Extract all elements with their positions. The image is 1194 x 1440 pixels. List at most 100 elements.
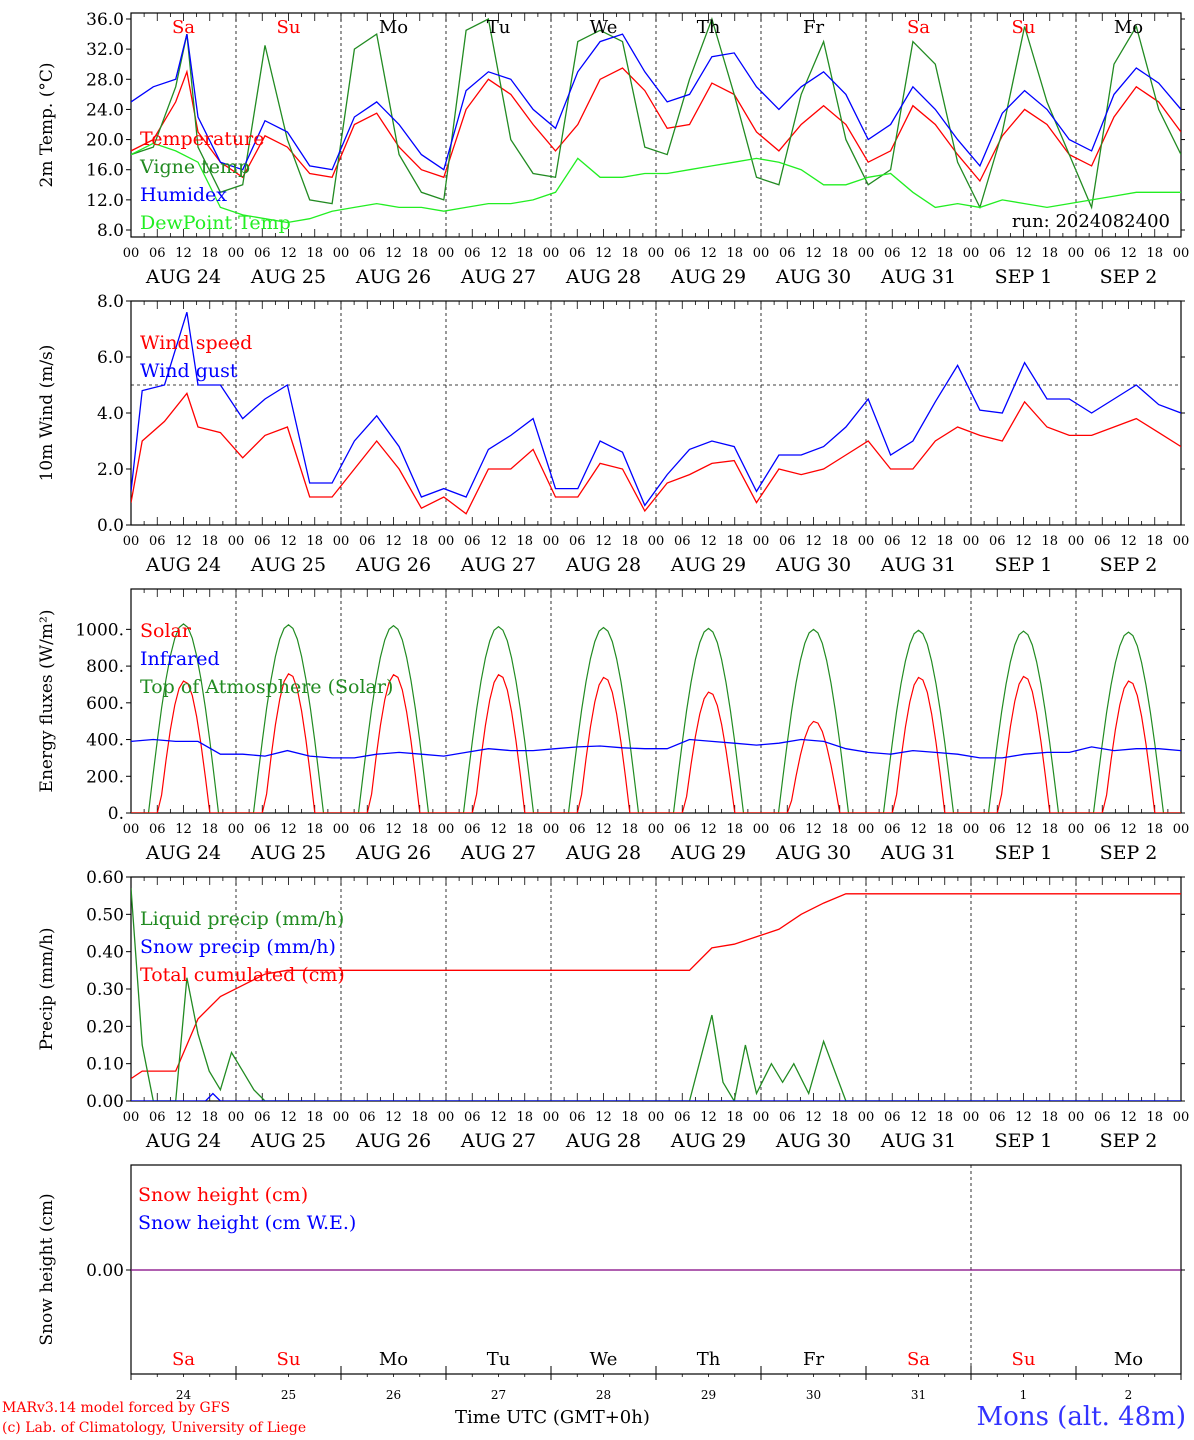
hour-tick-label: 12 bbox=[1120, 1110, 1137, 1125]
hour-tick-label: 00 bbox=[648, 1110, 665, 1125]
hour-tick-label: 00 bbox=[963, 534, 980, 549]
day-name-label: Su bbox=[277, 1349, 301, 1370]
y-tick-label: 200. bbox=[86, 767, 124, 787]
date-label: AUG 24 bbox=[145, 554, 221, 576]
hour-tick-label: 00 bbox=[438, 1110, 455, 1125]
y-tick-label: 24.0 bbox=[86, 100, 124, 120]
hour-tick-label: 06 bbox=[989, 822, 1006, 837]
hour-tick-label: 06 bbox=[359, 822, 376, 837]
hour-tick-label: 12 bbox=[1015, 534, 1032, 549]
hour-tick-label: 12 bbox=[1015, 822, 1032, 837]
hour-tick-label: 00 bbox=[753, 822, 770, 837]
series-group bbox=[131, 623, 1181, 813]
y-axis-label: 2m Temp. (°C) bbox=[37, 62, 57, 187]
hour-tick-label: 18 bbox=[306, 246, 323, 261]
hour-tick-label: 00 bbox=[543, 534, 560, 549]
hour-tick-label: 12 bbox=[490, 1110, 507, 1125]
date-label: AUG 26 bbox=[355, 842, 431, 864]
day-name-label: Th bbox=[697, 17, 721, 38]
series-line-wind-speed bbox=[131, 392, 1181, 515]
hour-tick-label: 12 bbox=[1015, 246, 1032, 261]
day-name-label: Mo bbox=[1114, 1349, 1143, 1370]
date-label: SEP 2 bbox=[1100, 554, 1158, 576]
day-name-label: Mo bbox=[1114, 17, 1143, 38]
y-tick-label: 0.10 bbox=[86, 1055, 124, 1075]
date-label: SEP 2 bbox=[1100, 266, 1158, 288]
hour-tick-label: 18 bbox=[516, 822, 533, 837]
date-label: AUG 31 bbox=[880, 266, 956, 288]
hour-tick-label: 18 bbox=[411, 822, 428, 837]
day-number-label: 30 bbox=[806, 1388, 821, 1402]
hour-tick-label: 06 bbox=[884, 246, 901, 261]
hour-tick-label: 06 bbox=[254, 822, 271, 837]
hour-tick-label: 00 bbox=[333, 822, 350, 837]
hour-tick-label: 06 bbox=[674, 246, 691, 261]
legend-entry: Solar bbox=[140, 620, 192, 642]
date-label: AUG 29 bbox=[670, 842, 746, 864]
y-tick-label: 1000. bbox=[75, 620, 124, 640]
hour-tick-label: 00 bbox=[1173, 246, 1190, 261]
hour-tick-label: 18 bbox=[936, 1110, 953, 1125]
hour-tick-label: 06 bbox=[674, 822, 691, 837]
hour-tick-label: 06 bbox=[254, 1110, 271, 1125]
hour-tick-label: 06 bbox=[674, 534, 691, 549]
hour-tick-label: 06 bbox=[674, 1110, 691, 1125]
hour-tick-label: 12 bbox=[490, 822, 507, 837]
hour-tick-label: 18 bbox=[936, 822, 953, 837]
hour-tick-label: 06 bbox=[569, 534, 586, 549]
hour-tick-label: 12 bbox=[385, 1110, 402, 1125]
hour-tick-label: 06 bbox=[254, 246, 271, 261]
hour-tick-label: 18 bbox=[831, 1110, 848, 1125]
hour-tick-label: 00 bbox=[753, 534, 770, 549]
hour-tick-label: 00 bbox=[648, 534, 665, 549]
date-label: AUG 25 bbox=[250, 266, 326, 288]
y-tick-label: 600. bbox=[86, 694, 124, 714]
legend-entry: Top of Atmosphere (Solar) bbox=[140, 676, 393, 698]
hour-tick-label: 18 bbox=[201, 534, 218, 549]
date-label: AUG 24 bbox=[145, 1130, 221, 1152]
hour-tick-label: 00 bbox=[753, 1110, 770, 1125]
hour-tick-label: 00 bbox=[543, 822, 560, 837]
panel-2 bbox=[126, 588, 1185, 814]
hour-tick-label: 18 bbox=[936, 246, 953, 261]
hour-tick-label: 18 bbox=[516, 1110, 533, 1125]
hour-tick-label: 00 bbox=[1173, 534, 1190, 549]
day-name-label: Tu bbox=[487, 1349, 511, 1370]
legend-entry: DewPoint Temp bbox=[140, 212, 291, 234]
y-tick-label: 0.00 bbox=[86, 1261, 124, 1281]
hour-tick-label: 00 bbox=[333, 534, 350, 549]
station-name: Mons (alt. 48m) bbox=[976, 1402, 1186, 1432]
legend-entry: Total cumulated (cm) bbox=[140, 964, 345, 986]
hour-tick-label: 18 bbox=[1041, 534, 1058, 549]
hour-tick-label: 12 bbox=[1120, 246, 1137, 261]
hour-tick-label: 06 bbox=[989, 534, 1006, 549]
hour-tick-label: 06 bbox=[1094, 1110, 1111, 1125]
hour-tick-label: 12 bbox=[490, 246, 507, 261]
hour-tick-label: 12 bbox=[595, 1110, 612, 1125]
hour-tick-label: 06 bbox=[149, 1110, 166, 1125]
hour-tick-label: 06 bbox=[1094, 246, 1111, 261]
y-tick-label: 0.00 bbox=[86, 1092, 124, 1112]
date-label: AUG 27 bbox=[460, 842, 536, 864]
hour-tick-label: 18 bbox=[1146, 1110, 1163, 1125]
hour-tick-label: 06 bbox=[1094, 822, 1111, 837]
day-name-label: Sa bbox=[172, 1349, 195, 1370]
hour-tick-label: 00 bbox=[753, 246, 770, 261]
y-tick-label: 0.50 bbox=[86, 905, 124, 925]
hour-tick-label: 12 bbox=[910, 246, 927, 261]
hour-tick-label: 12 bbox=[1120, 822, 1137, 837]
hour-tick-label: 06 bbox=[779, 246, 796, 261]
legend-entry: Vigne temp bbox=[139, 156, 250, 178]
y-tick-label: 36.0 bbox=[86, 10, 124, 30]
hour-tick-label: 06 bbox=[989, 1110, 1006, 1125]
hour-tick-label: 06 bbox=[779, 1110, 796, 1125]
legend-entry: Humidex bbox=[140, 184, 227, 206]
y-tick-label: 0.0 bbox=[97, 516, 124, 536]
hour-tick-label: 06 bbox=[359, 534, 376, 549]
hour-tick-label: 06 bbox=[884, 534, 901, 549]
hour-tick-label: 06 bbox=[779, 534, 796, 549]
hour-tick-label: 18 bbox=[516, 534, 533, 549]
hour-tick-label: 18 bbox=[621, 246, 638, 261]
y-tick-label: 0. bbox=[108, 804, 124, 824]
hour-tick-label: 00 bbox=[438, 822, 455, 837]
